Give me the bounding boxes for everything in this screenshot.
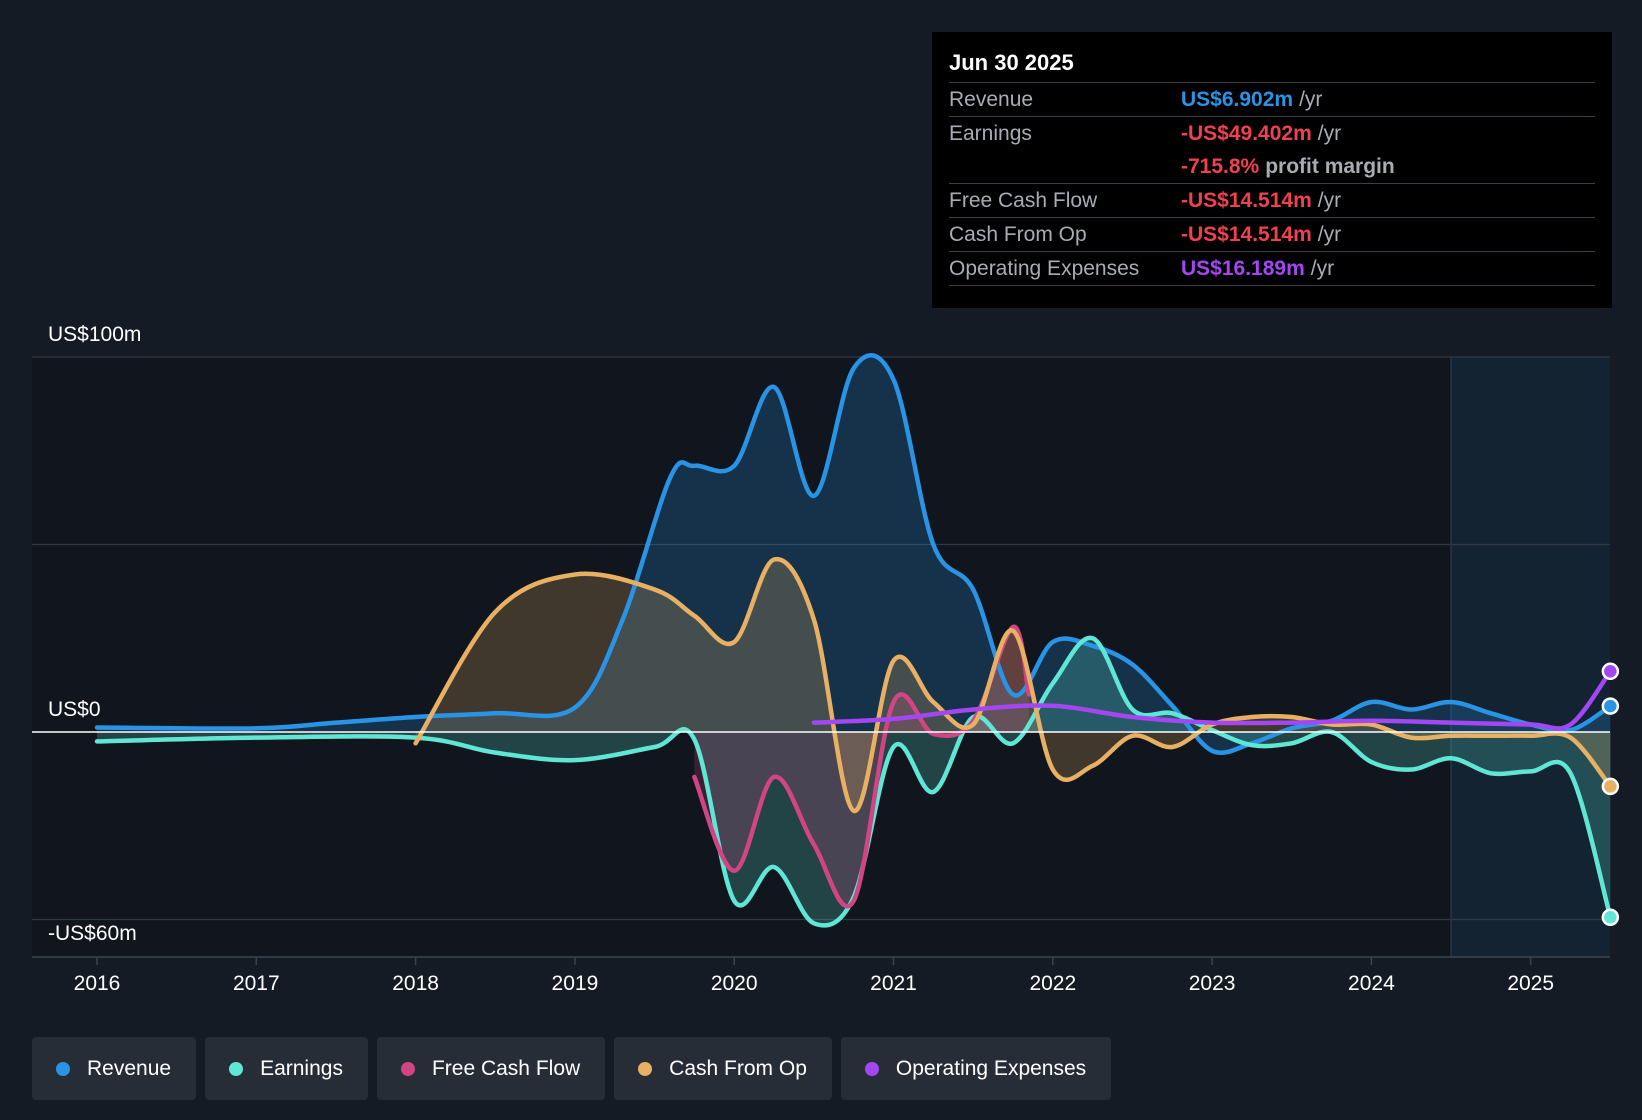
tooltip-label: Revenue (949, 88, 1034, 111)
x-tick-label: 2020 (711, 972, 758, 995)
revenue-line (94, 353, 1613, 756)
y-tick-label: US$100m (48, 323, 141, 346)
tooltip-unit: /yr (1317, 122, 1342, 145)
tooltip-value: -715.8% (1181, 155, 1260, 178)
cash-from-op-area (415, 559, 1611, 812)
operating-expenses-dot-icon (864, 1061, 879, 1076)
tooltip-label: Operating Expenses (949, 257, 1140, 280)
x-tick-label: 2025 (1507, 972, 1554, 995)
earnings-end-marker (1601, 908, 1620, 927)
legend-label: Operating Expenses (895, 1056, 1087, 1080)
tooltip-row-free-cash-flow: Free Cash Flow -US$14.514m /yr (949, 183, 1595, 217)
free-cash-flow-area (694, 626, 1029, 907)
legend-item-earnings[interactable]: Earnings (205, 1037, 368, 1100)
operating-expenses-end-marker (1601, 662, 1620, 681)
earnings-dot-icon (229, 1061, 244, 1076)
tooltip: Jun 30 2025 Revenue US$6.902m /yr Earnin… (932, 32, 1612, 308)
tooltip-value: US$16.189m (1181, 257, 1305, 280)
tooltip-value: -US$14.514m (1181, 189, 1312, 212)
forecast-shading (1451, 357, 1610, 957)
free-cash-flow-dot-icon (400, 1061, 415, 1076)
tooltip-label: Cash From Op (949, 223, 1087, 246)
x-tick-label: 2018 (392, 972, 439, 995)
tooltip-row-profit-margin: -715.8% profit margin (949, 150, 1595, 183)
y-tick-label: -US$60m (48, 922, 137, 945)
legend-label: Cash From Op (669, 1056, 807, 1080)
tooltip-date: Jun 30 2025 (949, 50, 1074, 75)
tooltip-row-operating-expenses: Operating Expenses US$16.189m /yr (949, 251, 1595, 286)
tooltip-unit: /yr (1317, 223, 1342, 246)
legend: Revenue Earnings Free Cash Flow Cash Fro… (32, 1037, 1112, 1100)
cash-from-op-end-marker (1601, 777, 1620, 796)
tooltip-value: US$6.902m (1181, 88, 1294, 111)
y-tick-label: US$0 (48, 698, 101, 721)
revenue-dot-icon (56, 1061, 70, 1076)
legend-item-operating-expenses[interactable]: Operating Expenses (840, 1037, 1112, 1100)
x-tick-label: 2023 (1189, 972, 1236, 995)
tooltip-value: -US$14.514m (1181, 223, 1312, 246)
tooltip-value: -US$49.402m (1181, 122, 1312, 145)
earnings-line (94, 635, 1613, 928)
x-tick-label: 2024 (1348, 972, 1395, 995)
x-tick-label: 2016 (74, 972, 121, 995)
tooltip-row-cash-from-op: Cash From Op -US$14.514m /yr (949, 217, 1595, 251)
legend-item-cash-from-op[interactable]: Cash From Op (614, 1037, 832, 1100)
tooltip-unit: profit margin (1265, 155, 1395, 178)
tooltip-label: Earnings (949, 122, 1032, 145)
x-tick-label: 2017 (233, 972, 280, 995)
cash-from-op-dot-icon (638, 1061, 653, 1076)
tooltip-unit: /yr (1310, 257, 1335, 280)
x-tick-label: 2021 (870, 972, 917, 995)
legend-label: Free Cash Flow (431, 1056, 581, 1080)
revenue-end-marker (1601, 697, 1620, 715)
tooltip-label (949, 150, 1181, 183)
x-tick-label: 2019 (552, 972, 599, 995)
tooltip-row-earnings: Earnings -US$49.402m /yr (949, 116, 1595, 150)
operating-expenses-line (811, 669, 1613, 731)
tooltip-unit: /yr (1299, 88, 1323, 111)
earnings-area (97, 637, 1611, 926)
x-tick-label: 2022 (1029, 972, 1076, 995)
legend-item-free-cash-flow[interactable]: Free Cash Flow (376, 1037, 606, 1100)
tooltip-unit: /yr (1317, 189, 1342, 212)
legend-label: Earnings (260, 1056, 343, 1080)
legend-item-revenue[interactable]: Revenue (32, 1037, 197, 1100)
cash-from-op-line (413, 556, 1613, 814)
tooltip-label: Free Cash Flow (949, 189, 1098, 212)
tooltip-row-revenue: Revenue US$6.902m /yr (949, 82, 1595, 116)
legend-label: Revenue (87, 1056, 172, 1080)
revenue-area (97, 355, 1611, 753)
